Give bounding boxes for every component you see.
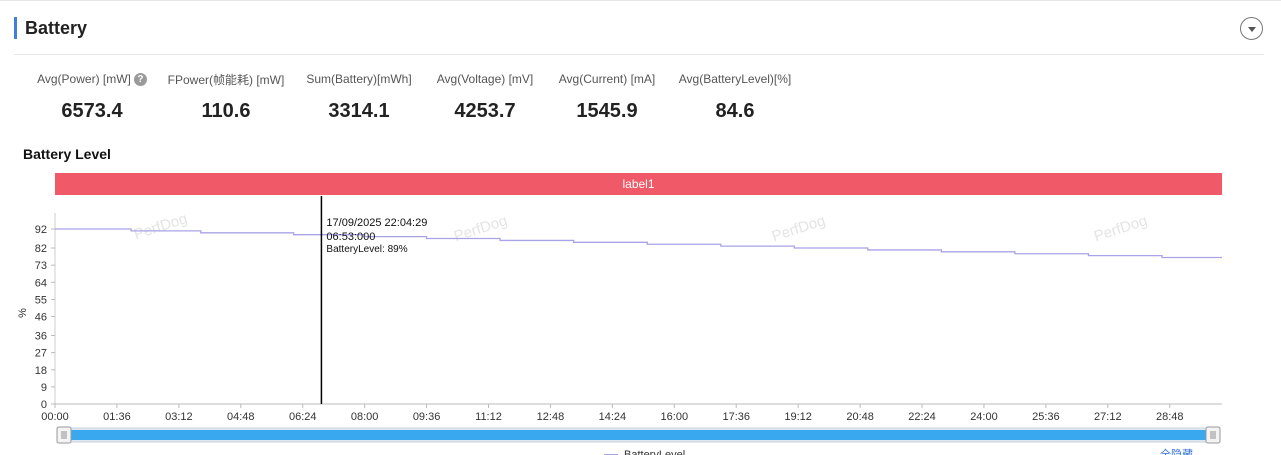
y-tick-label: 46 bbox=[35, 312, 47, 324]
y-tick-label: 36 bbox=[35, 331, 47, 343]
watermark-text: PerfDog bbox=[1092, 212, 1150, 245]
x-tick-label: 22:24 bbox=[908, 411, 936, 423]
label-band-text: label1 bbox=[622, 177, 654, 191]
stat-value: 4253.7 bbox=[454, 100, 516, 122]
y-tick-label: 73 bbox=[35, 260, 47, 272]
y-tick-label: 92 bbox=[35, 224, 47, 236]
hide-all-link[interactable]: 全隐藏 bbox=[1160, 447, 1193, 455]
stat-label: Avg(Voltage) [mV] bbox=[436, 72, 534, 86]
collapse-button[interactable] bbox=[1240, 17, 1263, 40]
x-tick-label: 00:00 bbox=[41, 411, 69, 423]
stat-value: 84.6 bbox=[715, 100, 755, 122]
section-header: Battery bbox=[14, 15, 87, 41]
stat-label: Avg(Current) [mA] bbox=[558, 72, 656, 86]
y-tick-label: 18 bbox=[35, 365, 47, 377]
x-tick-label: 12:48 bbox=[537, 411, 565, 423]
stat-value: 6573.4 bbox=[61, 100, 123, 122]
stat-avg-current: Avg(Current) [mA] 1545.9 bbox=[550, 71, 664, 123]
x-tick-label: 25:36 bbox=[1032, 411, 1060, 423]
y-tick-label: 0 bbox=[41, 399, 47, 411]
stat-label: Avg(Power) [mW] bbox=[37, 72, 131, 86]
stat-avg-power: Avg(Power) [mW]? 6573.4 bbox=[30, 71, 154, 123]
stat-label: FPower(帧能耗) [mW] bbox=[167, 72, 285, 87]
x-tick-label: 09:36 bbox=[413, 411, 441, 423]
x-tick-label: 28:48 bbox=[1156, 411, 1184, 423]
series-line-batterylevel bbox=[55, 228, 1222, 259]
tooltip-time: 06:53:000 bbox=[326, 231, 375, 243]
triangle-down-icon bbox=[1247, 26, 1256, 32]
watermark-text: PerfDog bbox=[770, 212, 828, 245]
zoom-slider-range[interactable] bbox=[63, 430, 1214, 440]
x-tick-label: 27:12 bbox=[1094, 411, 1122, 423]
tooltip-value: BatteryLevel: 89% bbox=[326, 244, 407, 255]
stat-label: Avg(BatteryLevel)[%] bbox=[678, 72, 792, 86]
x-tick-label: 01:36 bbox=[103, 411, 131, 423]
x-tick-label: 24:00 bbox=[970, 411, 998, 423]
stat-value: 3314.1 bbox=[328, 100, 390, 122]
x-tick-label: 17:36 bbox=[722, 411, 750, 423]
x-tick-label: 04:48 bbox=[227, 411, 255, 423]
x-tick-label: 03:12 bbox=[165, 411, 193, 423]
header-divider bbox=[14, 54, 1264, 55]
x-tick-label: 16:00 bbox=[661, 411, 689, 423]
stat-avg-battery-level: Avg(BatteryLevel)[%] 84.6 bbox=[672, 71, 798, 123]
stat-avg-voltage: Avg(Voltage) [mV] 4253.7 bbox=[428, 71, 542, 123]
x-tick-label: 06:24 bbox=[289, 411, 317, 423]
chart-title: Battery Level bbox=[23, 146, 111, 162]
stat-sum-battery: Sum(Battery)[mWh] 3314.1 bbox=[302, 71, 416, 123]
section-title: Battery bbox=[25, 17, 88, 38]
y-tick-label: 64 bbox=[35, 277, 47, 289]
help-icon[interactable]: ? bbox=[133, 72, 147, 86]
x-tick-label: 11:12 bbox=[475, 411, 502, 423]
x-tick-label: 14:24 bbox=[599, 411, 627, 423]
x-tick-label: 08:00 bbox=[351, 411, 379, 423]
tooltip-datetime: 17/09/2025 22:04:29 bbox=[326, 217, 427, 229]
y-tick-label: 82 bbox=[35, 243, 47, 255]
legend-label: BatteryLevel bbox=[624, 449, 685, 455]
stat-value: 1545.9 bbox=[576, 100, 638, 122]
watermark-text: PerfDog bbox=[132, 210, 190, 243]
stat-value: 110.6 bbox=[201, 100, 251, 122]
stat-label: Sum(Battery)[mWh] bbox=[306, 72, 412, 86]
x-tick-label: 20:48 bbox=[846, 411, 874, 423]
y-tick-label: 55 bbox=[35, 294, 47, 306]
label-band bbox=[55, 173, 1222, 195]
x-tick-label: 19:12 bbox=[784, 411, 812, 423]
y-tick-label: 27 bbox=[35, 348, 47, 360]
accent-bar bbox=[14, 17, 17, 39]
y-axis-label: % bbox=[17, 308, 29, 318]
y-tick-label: 9 bbox=[41, 382, 47, 394]
stat-fpower: FPower(帧能耗) [mW] 110.6 bbox=[162, 71, 290, 123]
